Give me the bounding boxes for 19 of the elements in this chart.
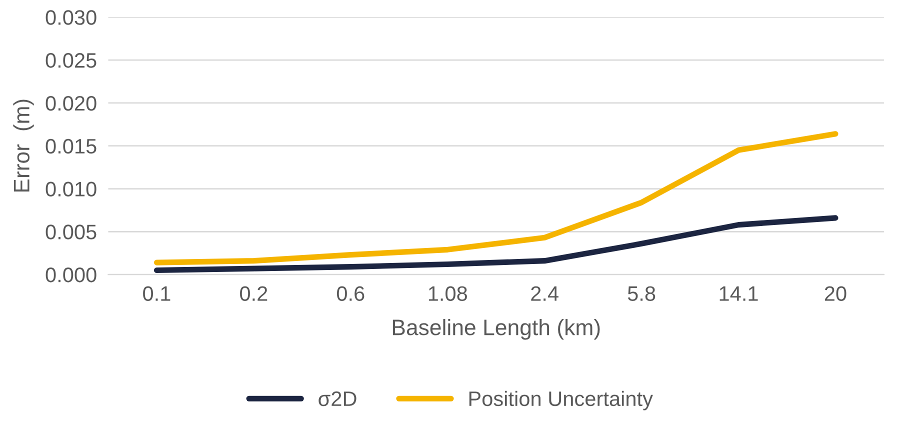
x-tick-label: 0.6 <box>336 286 364 301</box>
x-tick-label: 14.1 <box>720 286 758 301</box>
x-tick-label: 20 <box>824 286 846 301</box>
y-axis-title: Error (m) <box>13 100 34 192</box>
x-tick-label: 0.1 <box>143 286 170 301</box>
y-tick-label: 0.010 <box>46 182 96 197</box>
legend-label: σ2D <box>318 391 356 406</box>
y-tick-label: 0.030 <box>46 10 96 25</box>
y-tick-label: 0.020 <box>46 96 96 111</box>
y-tick-label: 0.025 <box>46 53 96 68</box>
x-tick-label: 0.2 <box>240 286 268 301</box>
x-axis-title: Baseline Length (km) <box>392 318 600 340</box>
y-tick-label: 0.015 <box>46 138 96 154</box>
y-tick-label: 0.000 <box>46 268 96 282</box>
legend-label: Position Uncertainty <box>469 390 653 410</box>
x-tick-label: 2.4 <box>531 286 558 301</box>
y-tick-label: 0.005 <box>46 224 96 240</box>
x-tick-label: 5.8 <box>628 286 656 301</box>
x-tick-label: 1.08 <box>428 286 467 301</box>
